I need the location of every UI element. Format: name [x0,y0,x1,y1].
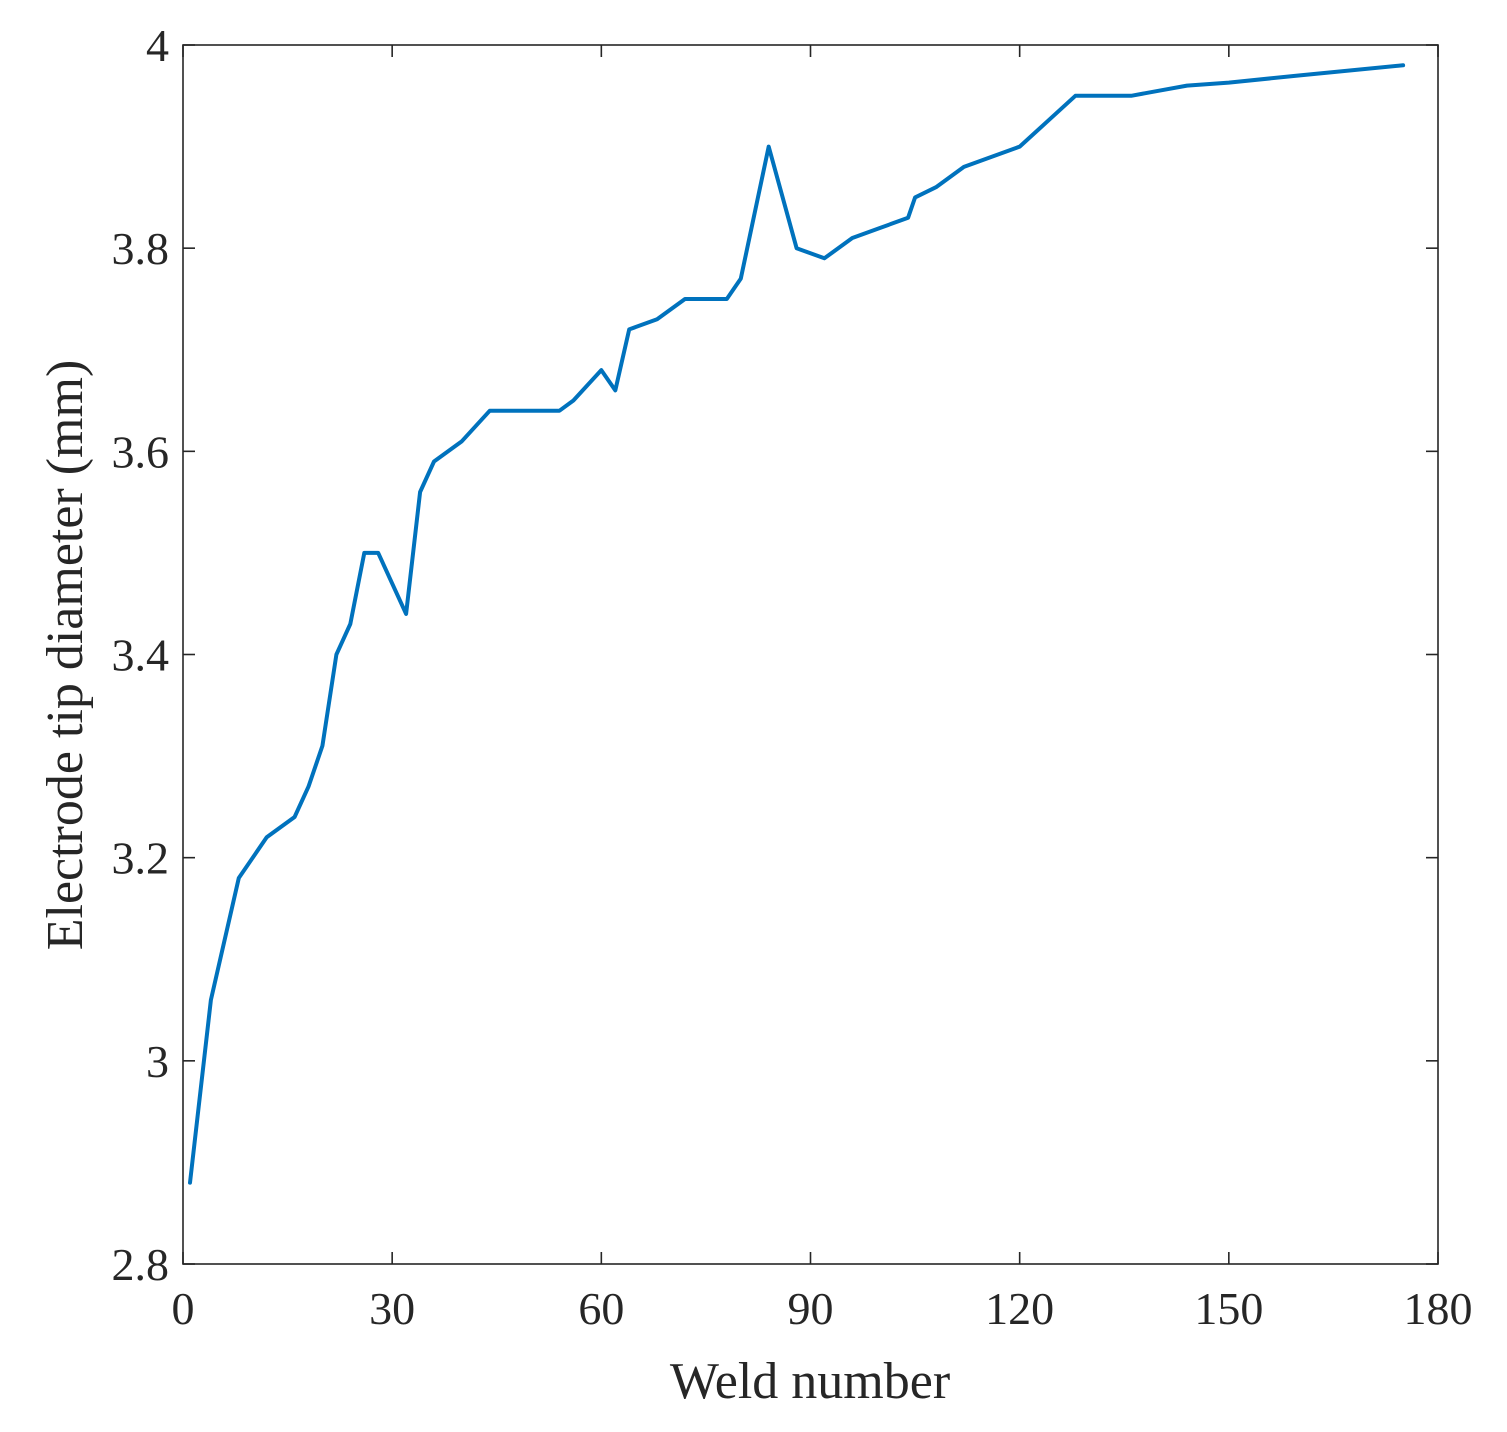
y-tick-label: 2.8 [112,1239,170,1290]
y-tick-label: 3 [146,1036,169,1087]
x-tick-label: 120 [985,1283,1054,1334]
y-axis-title: Electrode tip diameter (mm) [37,360,94,951]
y-tick-label: 3.8 [112,223,170,274]
y-tick-label: 3.6 [112,426,170,477]
plot-background [183,45,1438,1264]
y-tick-label: 3.2 [112,833,170,884]
tick-labels: 0 30 60 90 120 150 180 2.8 3 3.2 3.4 3.6 3.8 4 [112,20,1473,1334]
x-tick-label: 150 [1194,1283,1263,1334]
x-tick-label: 0 [172,1283,195,1334]
y-tick-label: 4 [146,20,169,71]
x-axis-title: Weld number [670,1353,950,1410]
series-line [188,63,1406,1185]
x-tick-label: 90 [788,1283,834,1334]
y-tick-label: 3.4 [112,630,170,681]
x-tick-label: 180 [1404,1283,1473,1334]
x-tick-label: 60 [578,1283,624,1334]
x-tick-label: 30 [369,1283,415,1334]
plot-frame [182,44,1439,1265]
